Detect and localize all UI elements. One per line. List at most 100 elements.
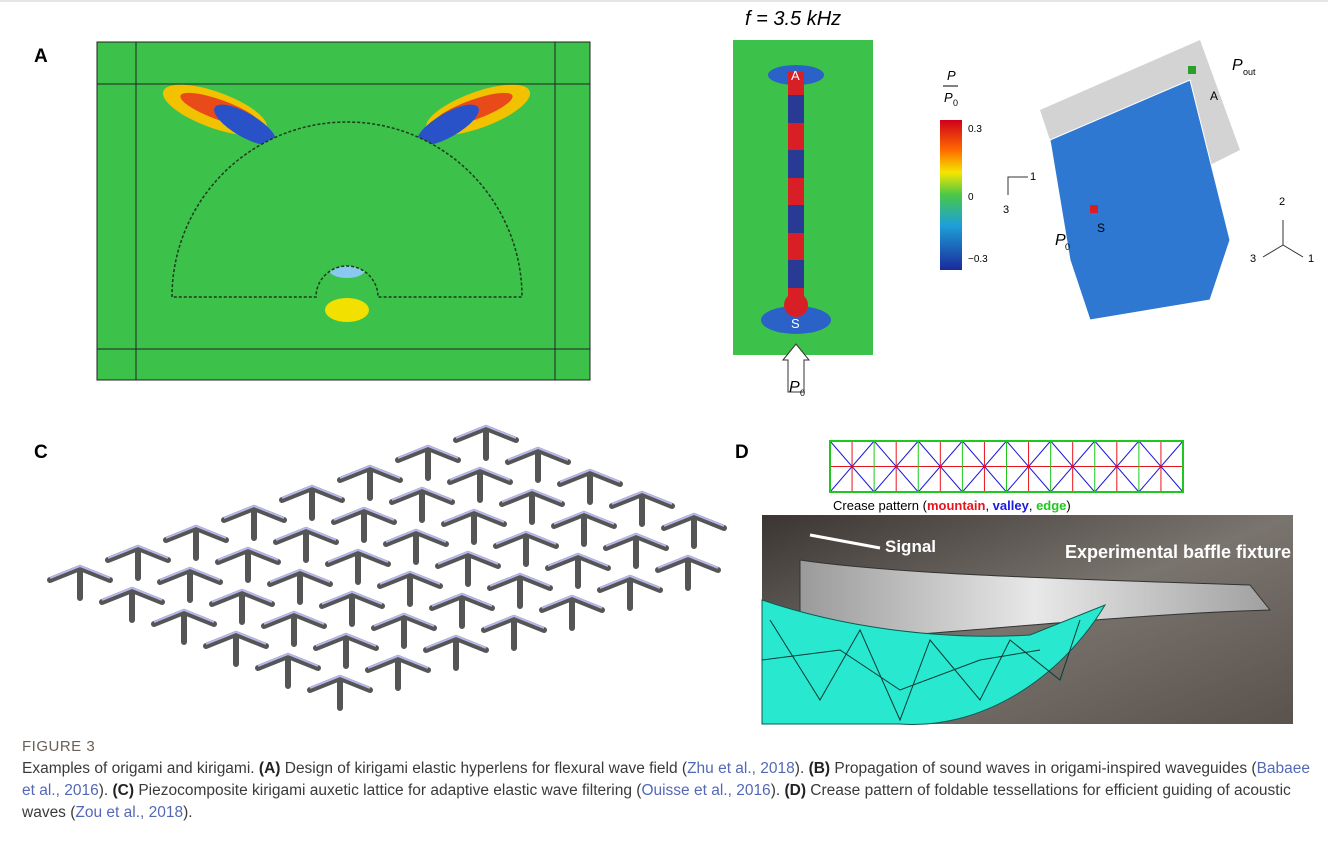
cube-label: 0 bbox=[1065, 242, 1070, 252]
crease-word: , bbox=[985, 498, 992, 513]
axis-label: 3 bbox=[1250, 253, 1256, 265]
lattice-cell bbox=[395, 444, 461, 481]
lattice-cell bbox=[151, 608, 217, 645]
caption-bold: (A) bbox=[258, 760, 281, 777]
cube-label: P bbox=[1232, 57, 1243, 74]
caption-bold: (D) bbox=[784, 782, 806, 799]
lattice-edge bbox=[309, 674, 371, 689]
lattice-edge bbox=[605, 532, 667, 547]
lattice-cell bbox=[273, 526, 339, 563]
crease-pattern bbox=[829, 440, 1184, 493]
lattice-edge bbox=[165, 524, 227, 539]
panel-c-lattice bbox=[47, 424, 727, 711]
caption-bold: (C) bbox=[112, 782, 135, 799]
lattice-edge bbox=[333, 506, 395, 521]
lattice-cell bbox=[47, 564, 113, 601]
lattice-edge bbox=[385, 528, 447, 543]
crease-word: mountain bbox=[927, 498, 986, 513]
caption-plain: Propagation of sound waves in origami-in… bbox=[830, 760, 1257, 777]
caption-plain: Examples of origami and kirigami. bbox=[22, 760, 259, 777]
lattice-cell bbox=[389, 486, 455, 523]
lattice-edge bbox=[315, 632, 377, 647]
crease-word: valley bbox=[993, 498, 1030, 513]
lattice-edge bbox=[599, 574, 661, 589]
caption-link[interactable]: Ouisse et al., 2016 bbox=[641, 782, 771, 799]
panel-b-image bbox=[733, 40, 1240, 393]
lattice-cell bbox=[377, 570, 443, 607]
cube-label: A bbox=[1210, 89, 1218, 103]
lattice-cell bbox=[441, 508, 507, 545]
lattice-edge bbox=[159, 566, 221, 581]
lattice-edge bbox=[391, 486, 453, 501]
source-label: 0 bbox=[800, 388, 805, 398]
lattice-edge bbox=[449, 466, 511, 481]
lattice-edge bbox=[425, 634, 487, 649]
panel-a-image bbox=[96, 41, 591, 381]
lattice-edge bbox=[611, 490, 673, 505]
lattice-edge bbox=[559, 468, 621, 483]
lattice-cell bbox=[325, 548, 391, 585]
lattice-edge bbox=[501, 488, 563, 503]
axis-label: 1 bbox=[1308, 253, 1314, 265]
lattice-edge bbox=[443, 508, 505, 523]
caption: Examples of origami and kirigami. (A) De… bbox=[22, 758, 1312, 824]
lattice-cell bbox=[319, 590, 385, 627]
lattice-edge bbox=[281, 484, 343, 499]
lattice-cell bbox=[307, 674, 373, 711]
lattice-edge bbox=[455, 424, 517, 439]
caption-link[interactable]: Zou et al., 2018 bbox=[75, 804, 184, 821]
caption-plain: ). bbox=[794, 760, 809, 777]
caption-link[interactable]: Zhu et al., 2018 bbox=[687, 760, 795, 777]
figure: A B C D f = 3.5 kHz P P 0 0.3 0 −0.3 bbox=[0, 0, 1328, 725]
lattice-cell bbox=[435, 550, 501, 587]
panel-label: D bbox=[735, 442, 749, 463]
lattice-edge bbox=[489, 572, 551, 587]
lattice-cell bbox=[337, 464, 403, 501]
lattice-cell bbox=[505, 446, 571, 483]
lattice-cell bbox=[331, 506, 397, 543]
crease-word: Crease pattern ( bbox=[833, 498, 928, 513]
axis-label: 3 bbox=[1003, 204, 1009, 216]
lattice-edge bbox=[269, 568, 331, 583]
crease-word: , bbox=[1029, 498, 1036, 513]
lattice-cell bbox=[499, 488, 565, 525]
lattice-edge bbox=[657, 554, 719, 569]
lattice-edge bbox=[205, 630, 267, 645]
lattice-cell bbox=[371, 612, 437, 649]
lattice-cell bbox=[267, 568, 333, 605]
lattice-edge bbox=[257, 652, 319, 667]
lattice-cell bbox=[661, 512, 727, 549]
lattice-edge bbox=[397, 444, 459, 459]
lattice-edge bbox=[541, 594, 603, 609]
lattice-cell bbox=[383, 528, 449, 565]
lattice-edge bbox=[339, 464, 401, 479]
source-label: P bbox=[789, 379, 800, 396]
lattice-edge bbox=[373, 612, 435, 627]
colorbar-title: P bbox=[947, 68, 956, 83]
lattice-edge bbox=[507, 446, 569, 461]
photo-label: Experimental baffle fixture bbox=[1065, 542, 1291, 562]
lattice-cell bbox=[423, 634, 489, 671]
lattice-cell bbox=[279, 484, 345, 521]
caption-plain: ). bbox=[770, 782, 785, 799]
lattice-cell bbox=[99, 586, 165, 623]
colorbar-tick: −0.3 bbox=[968, 254, 988, 265]
lattice-edge bbox=[107, 544, 169, 559]
lattice-edge bbox=[367, 654, 429, 669]
caption-bold: (B) bbox=[808, 760, 831, 777]
lattice-cell bbox=[105, 544, 171, 581]
lattice-cell bbox=[557, 468, 623, 505]
end-label: S bbox=[791, 316, 800, 331]
panel-d-photo bbox=[761, 515, 1293, 725]
lattice-edge bbox=[223, 504, 285, 519]
caption-link[interactable]: Babaee et al., 2016 bbox=[22, 760, 1311, 799]
cube-label: S bbox=[1097, 221, 1105, 235]
end-label: A bbox=[791, 68, 800, 83]
lattice-edge bbox=[211, 588, 273, 603]
lattice-cell bbox=[157, 566, 223, 603]
lattice-cell bbox=[203, 630, 269, 667]
caption-plain: Piezocomposite kirigami auxetic lattice … bbox=[134, 782, 642, 799]
caption-plain: ). bbox=[183, 804, 193, 821]
lattice-edge bbox=[483, 614, 545, 629]
